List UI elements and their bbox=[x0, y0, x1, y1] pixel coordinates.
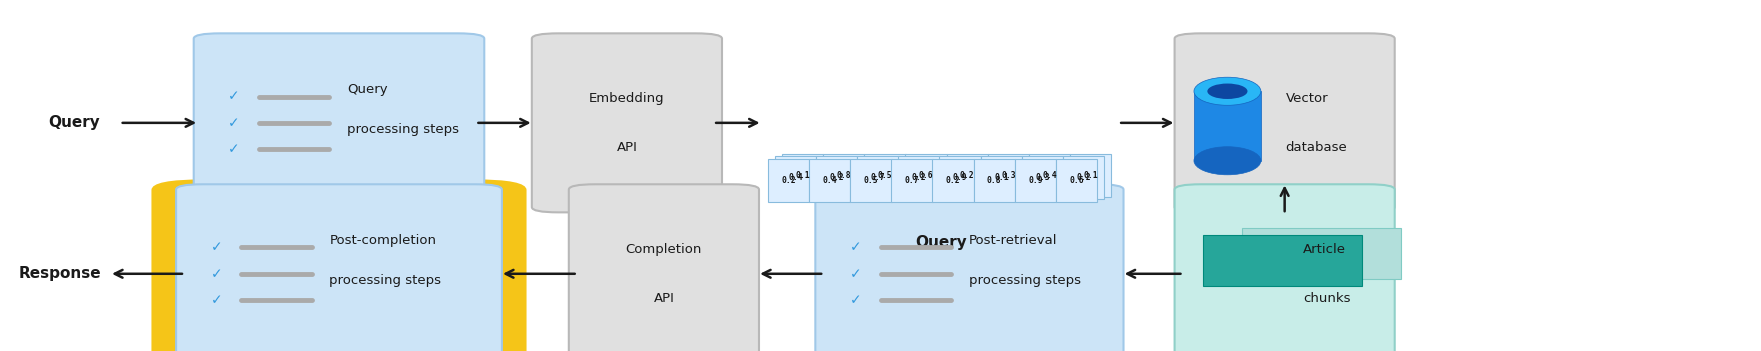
Text: 0.5: 0.5 bbox=[877, 171, 893, 179]
FancyBboxPatch shape bbox=[1028, 153, 1071, 197]
FancyBboxPatch shape bbox=[176, 184, 502, 351]
FancyBboxPatch shape bbox=[933, 159, 974, 202]
FancyBboxPatch shape bbox=[1064, 156, 1104, 199]
Text: processing steps: processing steps bbox=[329, 274, 442, 287]
FancyBboxPatch shape bbox=[808, 159, 851, 202]
Text: Query: Query bbox=[347, 83, 387, 96]
Text: ✓: ✓ bbox=[851, 267, 861, 281]
FancyBboxPatch shape bbox=[851, 159, 891, 202]
FancyBboxPatch shape bbox=[1071, 153, 1111, 197]
Text: 0.8: 0.8 bbox=[986, 176, 1002, 185]
FancyBboxPatch shape bbox=[858, 156, 898, 199]
FancyBboxPatch shape bbox=[1014, 159, 1057, 202]
Text: ✓: ✓ bbox=[211, 240, 222, 254]
Text: 0.2: 0.2 bbox=[829, 173, 844, 182]
Ellipse shape bbox=[1194, 77, 1261, 105]
FancyBboxPatch shape bbox=[194, 33, 484, 212]
Text: 0.4: 0.4 bbox=[822, 176, 836, 185]
FancyBboxPatch shape bbox=[988, 153, 1028, 197]
Text: ✓: ✓ bbox=[229, 116, 239, 130]
FancyBboxPatch shape bbox=[151, 179, 527, 351]
Text: ✓: ✓ bbox=[229, 142, 239, 156]
FancyBboxPatch shape bbox=[1242, 228, 1400, 279]
Text: 0.2: 0.2 bbox=[782, 176, 796, 185]
Text: API: API bbox=[653, 292, 674, 305]
Text: Post-completion: Post-completion bbox=[329, 234, 437, 247]
Text: 0.8: 0.8 bbox=[836, 171, 851, 179]
Text: 0.2: 0.2 bbox=[960, 171, 974, 179]
Text: 0.9: 0.9 bbox=[953, 173, 967, 182]
Text: 0.3: 0.3 bbox=[1000, 171, 1016, 179]
Text: 0.1: 0.1 bbox=[796, 171, 810, 179]
FancyBboxPatch shape bbox=[905, 153, 947, 197]
Text: ✓: ✓ bbox=[211, 293, 222, 307]
Text: 0.5: 0.5 bbox=[863, 176, 879, 185]
Text: API: API bbox=[616, 141, 637, 154]
FancyBboxPatch shape bbox=[815, 184, 1124, 351]
Text: chunks: chunks bbox=[1303, 292, 1351, 305]
Ellipse shape bbox=[1208, 84, 1247, 99]
FancyBboxPatch shape bbox=[822, 153, 865, 197]
FancyBboxPatch shape bbox=[898, 156, 940, 199]
FancyBboxPatch shape bbox=[940, 156, 981, 199]
Text: 0.4: 0.4 bbox=[789, 173, 803, 182]
Text: Vector: Vector bbox=[1286, 92, 1328, 105]
Text: 0.2: 0.2 bbox=[1076, 173, 1092, 182]
Text: ✓: ✓ bbox=[851, 293, 861, 307]
FancyBboxPatch shape bbox=[865, 153, 905, 197]
Text: Query: Query bbox=[916, 235, 967, 250]
FancyBboxPatch shape bbox=[815, 156, 858, 199]
Text: ✓: ✓ bbox=[851, 240, 861, 254]
Ellipse shape bbox=[1194, 147, 1261, 175]
Text: 0.6: 0.6 bbox=[919, 171, 933, 179]
Text: Post-retrieval: Post-retrieval bbox=[969, 234, 1057, 247]
Text: 0.7: 0.7 bbox=[870, 173, 886, 182]
Text: 0.7: 0.7 bbox=[905, 176, 919, 185]
Text: 0.9: 0.9 bbox=[1028, 176, 1043, 185]
FancyBboxPatch shape bbox=[782, 153, 824, 197]
Text: ✓: ✓ bbox=[229, 90, 239, 104]
Text: processing steps: processing steps bbox=[969, 274, 1081, 287]
Text: processing steps: processing steps bbox=[347, 123, 460, 137]
FancyBboxPatch shape bbox=[1021, 156, 1064, 199]
FancyBboxPatch shape bbox=[569, 184, 759, 351]
FancyBboxPatch shape bbox=[947, 153, 988, 197]
FancyBboxPatch shape bbox=[532, 33, 722, 212]
FancyBboxPatch shape bbox=[775, 156, 817, 199]
FancyBboxPatch shape bbox=[981, 156, 1021, 199]
Text: 0.1: 0.1 bbox=[993, 173, 1009, 182]
Text: Embedding: Embedding bbox=[590, 92, 664, 105]
Text: Query: Query bbox=[48, 115, 100, 130]
Text: 0.1: 0.1 bbox=[1083, 171, 1099, 179]
FancyBboxPatch shape bbox=[768, 159, 810, 202]
Text: 0.2: 0.2 bbox=[912, 173, 926, 182]
Text: Response: Response bbox=[19, 266, 100, 281]
FancyBboxPatch shape bbox=[1175, 33, 1395, 212]
FancyBboxPatch shape bbox=[1203, 235, 1361, 286]
FancyBboxPatch shape bbox=[1057, 159, 1097, 202]
Text: 0.2: 0.2 bbox=[946, 176, 960, 185]
FancyBboxPatch shape bbox=[974, 159, 1014, 202]
Text: 0.4: 0.4 bbox=[1043, 171, 1057, 179]
Text: Completion: Completion bbox=[625, 243, 703, 256]
Text: 0.3: 0.3 bbox=[1035, 173, 1050, 182]
Text: 0.6: 0.6 bbox=[1069, 176, 1085, 185]
FancyBboxPatch shape bbox=[1194, 91, 1261, 161]
FancyBboxPatch shape bbox=[1175, 184, 1395, 351]
Text: database: database bbox=[1286, 141, 1347, 154]
Text: ✓: ✓ bbox=[211, 267, 222, 281]
FancyBboxPatch shape bbox=[891, 159, 933, 202]
Text: Article: Article bbox=[1303, 243, 1345, 256]
